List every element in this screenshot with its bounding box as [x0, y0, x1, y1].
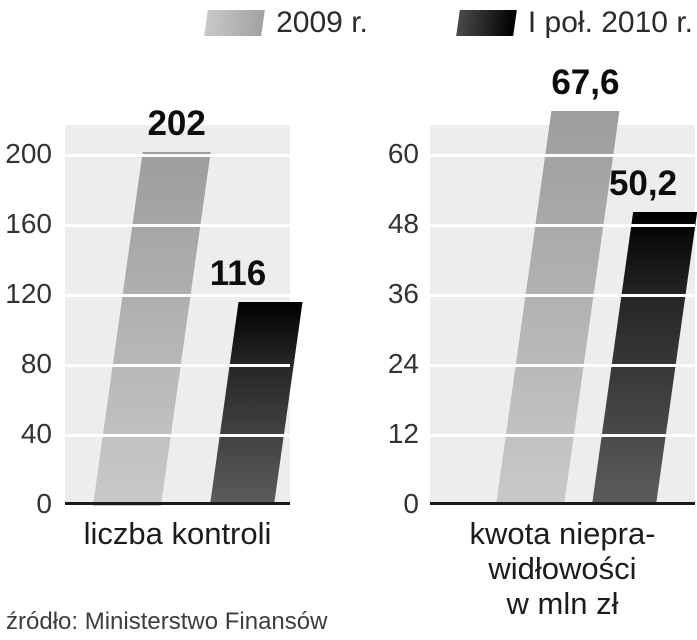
gridline — [430, 153, 695, 157]
category-label-right: kwota niepra- widłowości w mln zł — [469, 516, 656, 621]
gridline — [65, 153, 290, 157]
y-axis-left-panel: 0 40 80 120 160 200 — [0, 125, 58, 519]
gridline — [430, 433, 695, 437]
plot-area-left: 202 116 — [65, 104, 303, 505]
bar-2009 — [93, 151, 211, 505]
y-tick-label: 120 — [5, 278, 52, 309]
legend-item-2010: I poł. 2010 r. — [456, 6, 693, 40]
y-tick-label: 200 — [5, 138, 52, 169]
gridline — [65, 363, 290, 367]
plot-area-right: 67,6 50,2 — [430, 63, 697, 505]
gridline — [430, 293, 695, 297]
y-tick-label: 60 — [387, 138, 419, 169]
y-tick-label: 24 — [387, 348, 419, 379]
x-axis-line — [65, 502, 290, 505]
y-tick-label: 0 — [36, 488, 52, 519]
y-axis-right-panel: 0 12 24 36 48 60 — [345, 125, 425, 519]
legend-label-2010: I poł. 2010 r. — [527, 6, 693, 39]
gridline — [65, 293, 290, 297]
y-tick-label: 160 — [5, 208, 52, 239]
x-axis-line — [430, 502, 695, 505]
gridline — [430, 223, 695, 227]
y-tick-label: 80 — [20, 348, 52, 379]
bar-value-label: 202 — [147, 103, 206, 143]
category-label-left: liczba kontroli — [83, 516, 272, 551]
legend-item-2009: 2009 r. — [204, 6, 368, 40]
bar-2010 — [592, 212, 697, 505]
y-tick-label: 36 — [387, 278, 419, 309]
y-tick-label: 48 — [387, 208, 419, 239]
gridline — [430, 363, 695, 367]
gridline — [65, 223, 290, 227]
bar-value-label: 116 — [209, 254, 267, 293]
legend: 2009 r. I poł. 2010 r. — [0, 6, 693, 40]
gridline — [65, 433, 290, 437]
bar-value-label: 67,6 — [551, 62, 620, 102]
y-tick-label: 0 — [403, 488, 419, 519]
legend-swatch-2010 — [456, 10, 517, 36]
source-note: źródło: Ministerstwo Finansów — [6, 608, 328, 635]
legend-label-2009: 2009 r. — [276, 6, 368, 39]
legend-swatch-2009 — [204, 10, 265, 36]
bar-2010 — [210, 302, 303, 505]
bar-value-label: 50,2 — [608, 164, 678, 204]
y-tick-label: 12 — [387, 418, 419, 449]
y-tick-label: 40 — [20, 418, 52, 449]
